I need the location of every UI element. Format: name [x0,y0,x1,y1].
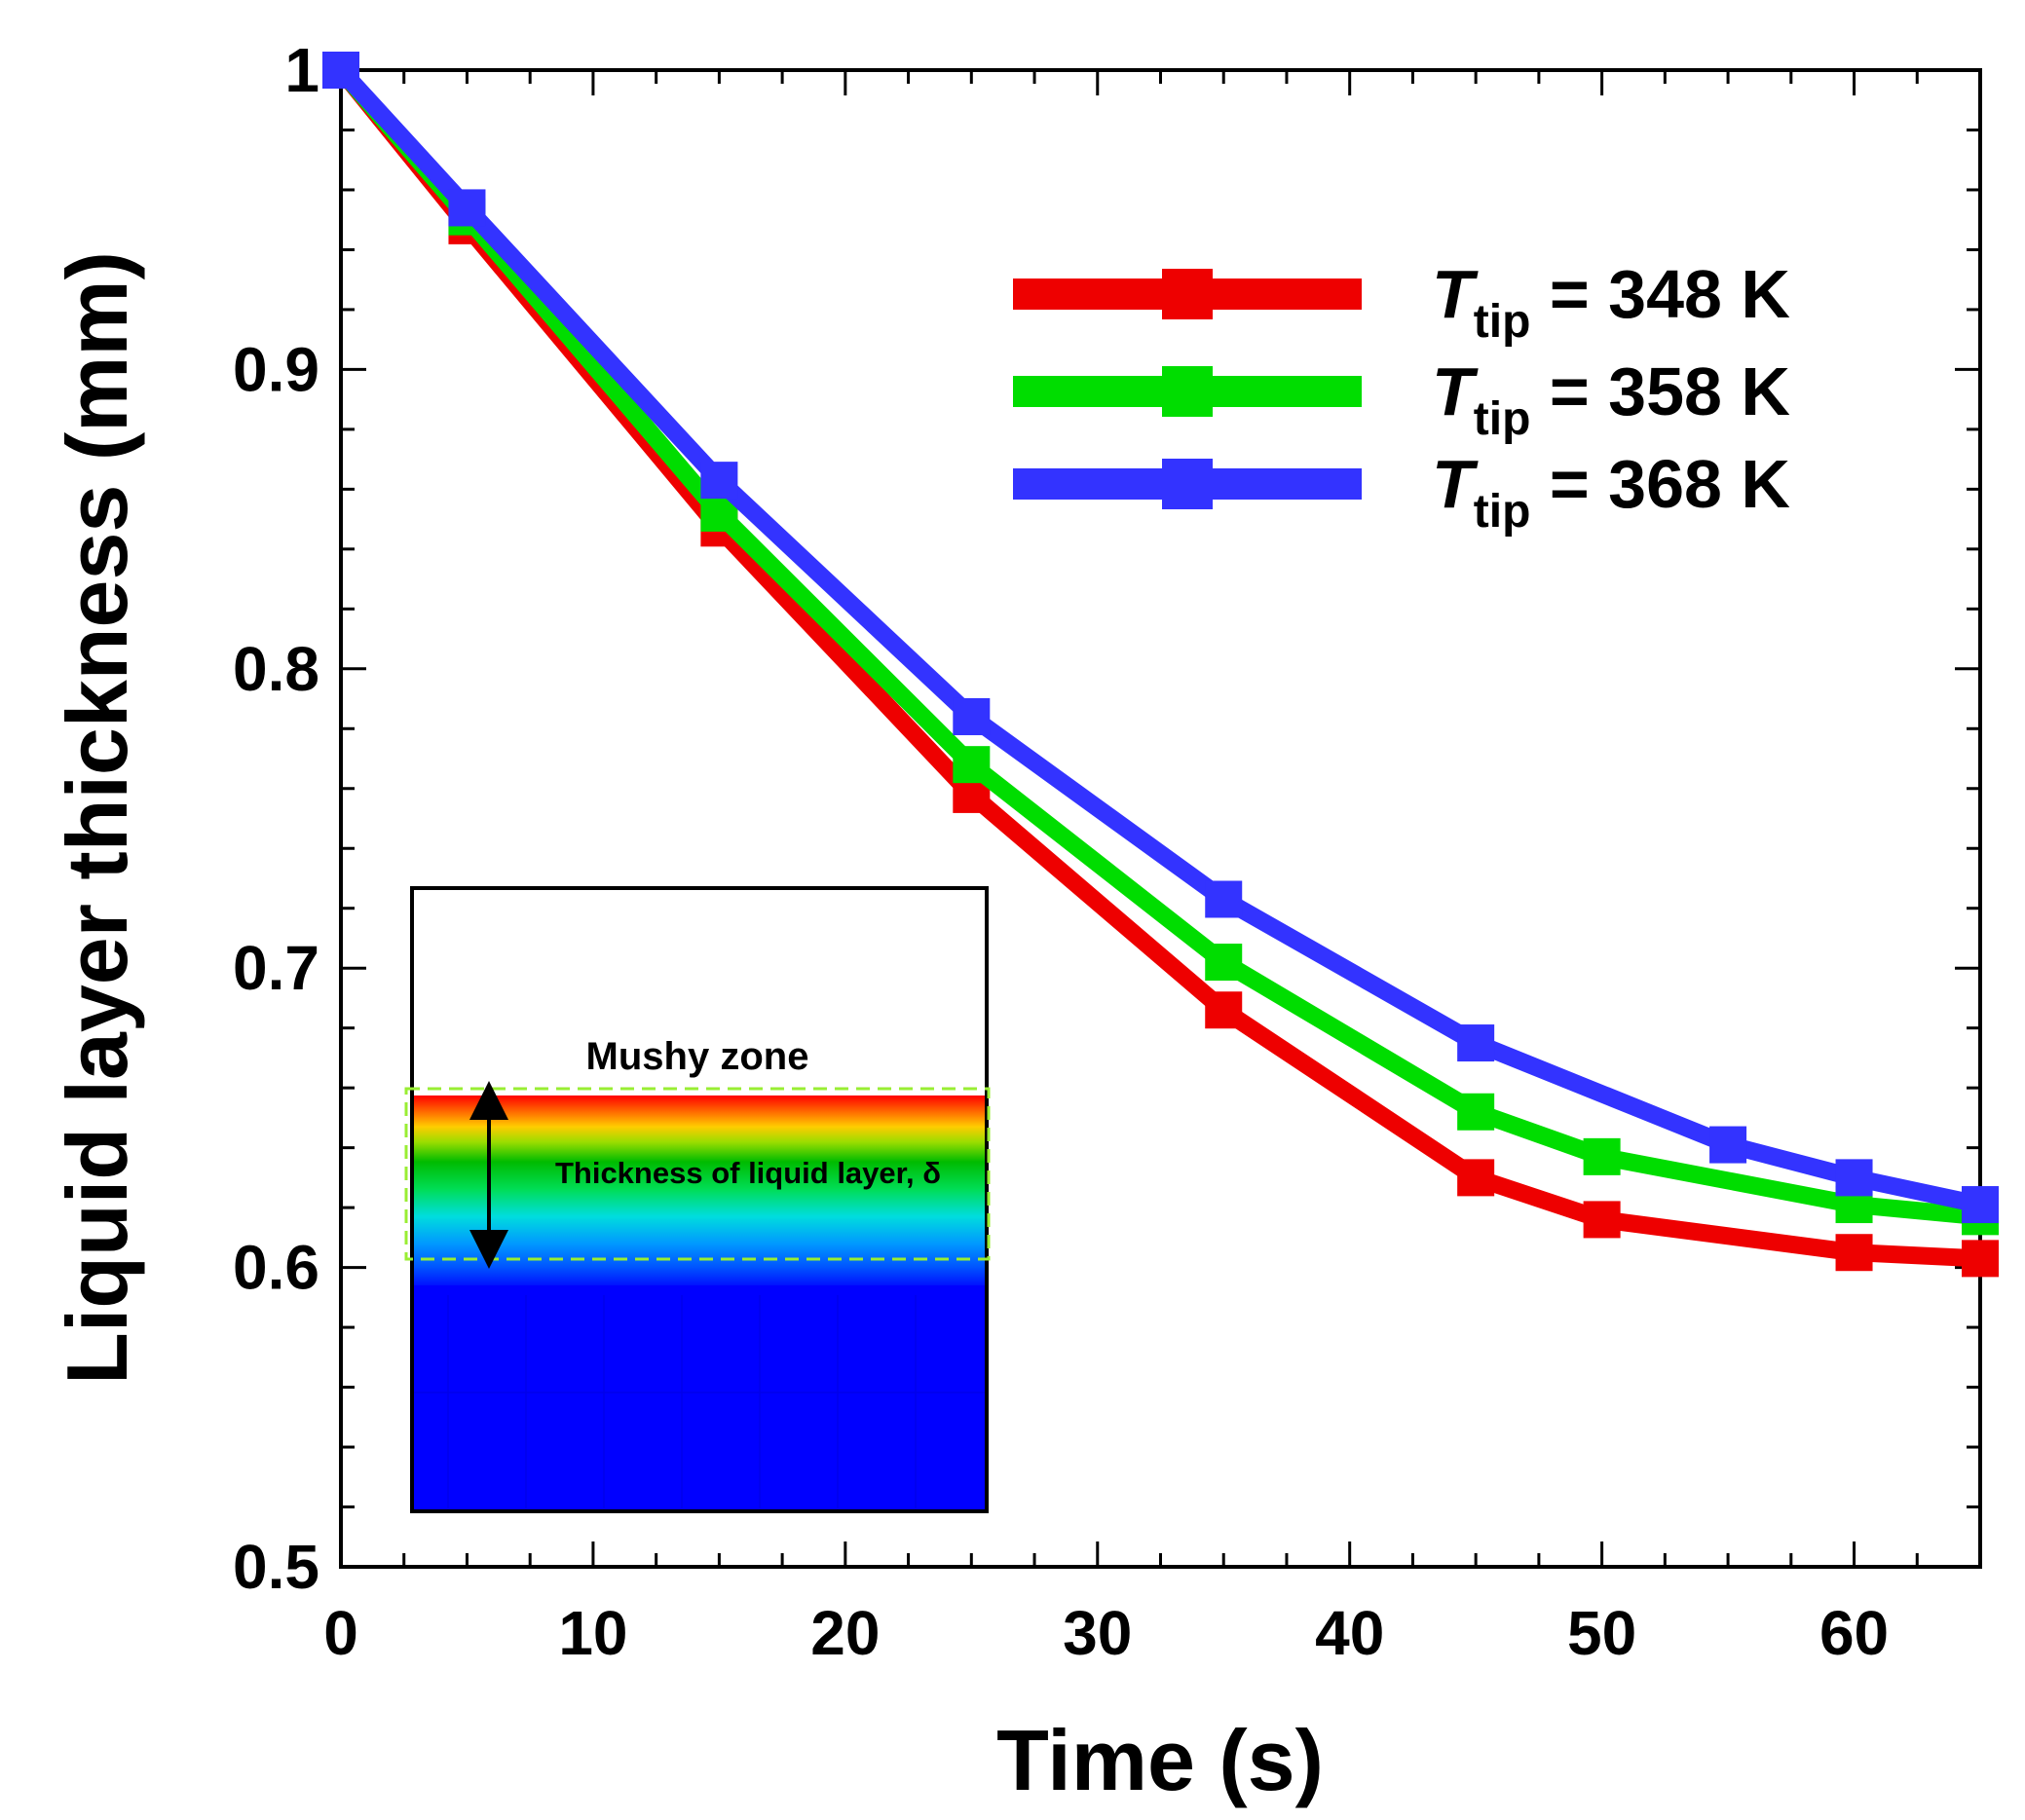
x-axis-title: Time (s) [996,1712,1324,1808]
legend-marker [1162,366,1213,417]
legend-label: Ttip = 348 K [1432,256,1790,348]
inset-mushy-zone-label: Mushy zone [586,1035,809,1078]
series-3 [322,52,1999,1224]
y-tick-label: 0.6 [233,1233,319,1303]
legend-entry: Ttip = 368 K [1013,446,1790,538]
axis-ticks [339,68,1982,1569]
inset-solid-region [414,1285,985,1509]
legend-marker [1162,269,1213,319]
series-marker [1457,1093,1495,1131]
x-tick-labels: 0 10 20 30 40 50 60 [323,1598,1889,1668]
series-marker [448,189,486,227]
x-tick-label: 10 [558,1598,627,1668]
series-marker [1709,1126,1747,1164]
series-marker [700,462,738,500]
series-marker [1457,1024,1495,1062]
series-marker [953,746,991,784]
legend-entry: Ttip = 348 K [1013,256,1790,348]
legend-label: Ttip = 368 K [1432,446,1790,538]
legend-entry: Ttip = 358 K [1013,353,1790,445]
y-tick-label: 0.5 [233,1532,319,1602]
series-2 [322,52,1999,1236]
series-marker [1583,1137,1621,1175]
x-tick-label: 50 [1567,1598,1636,1668]
y-tick-label: 0.8 [233,634,319,704]
series-marker [1835,1234,1873,1272]
series-marker [1205,944,1243,982]
x-tick-label: 60 [1819,1598,1889,1668]
y-tick-label: 1 [284,35,319,105]
y-tick-labels: 0.5 0.6 0.7 0.8 0.9 1 [233,35,319,1602]
x-tick-label: 20 [810,1598,880,1668]
series-marker [1962,1240,1999,1278]
series-marker [953,697,991,735]
series-marker [1583,1201,1621,1239]
x-tick-label: 0 [323,1598,358,1668]
inset-dashed-outline [404,1087,991,1261]
series-marker [1835,1159,1873,1197]
inset-liquid-band [414,1096,985,1290]
y-tick-label: 0.7 [233,933,319,1003]
series-marker [1205,880,1243,918]
y-tick-label: 0.9 [233,334,319,404]
series-marker [1205,991,1243,1029]
legend-label: Ttip = 358 K [1432,353,1790,445]
inset-thickness-label: Thickness of liquid layer, δ [555,1156,941,1190]
x-tick-label: 40 [1315,1598,1384,1668]
series-layer [322,52,1999,1278]
series-marker [1457,1159,1495,1197]
inset-mesh-lines [414,1295,985,1509]
inset-simulation-image: Mushy zone Thickness of liquid layer, δ [404,886,991,1513]
series-marker [1962,1186,1999,1224]
y-axis-title: Liquid layer thickness (mm) [49,251,145,1385]
x-tick-label: 30 [1063,1598,1132,1668]
legend-marker [1162,459,1213,509]
series-marker [322,52,359,89]
